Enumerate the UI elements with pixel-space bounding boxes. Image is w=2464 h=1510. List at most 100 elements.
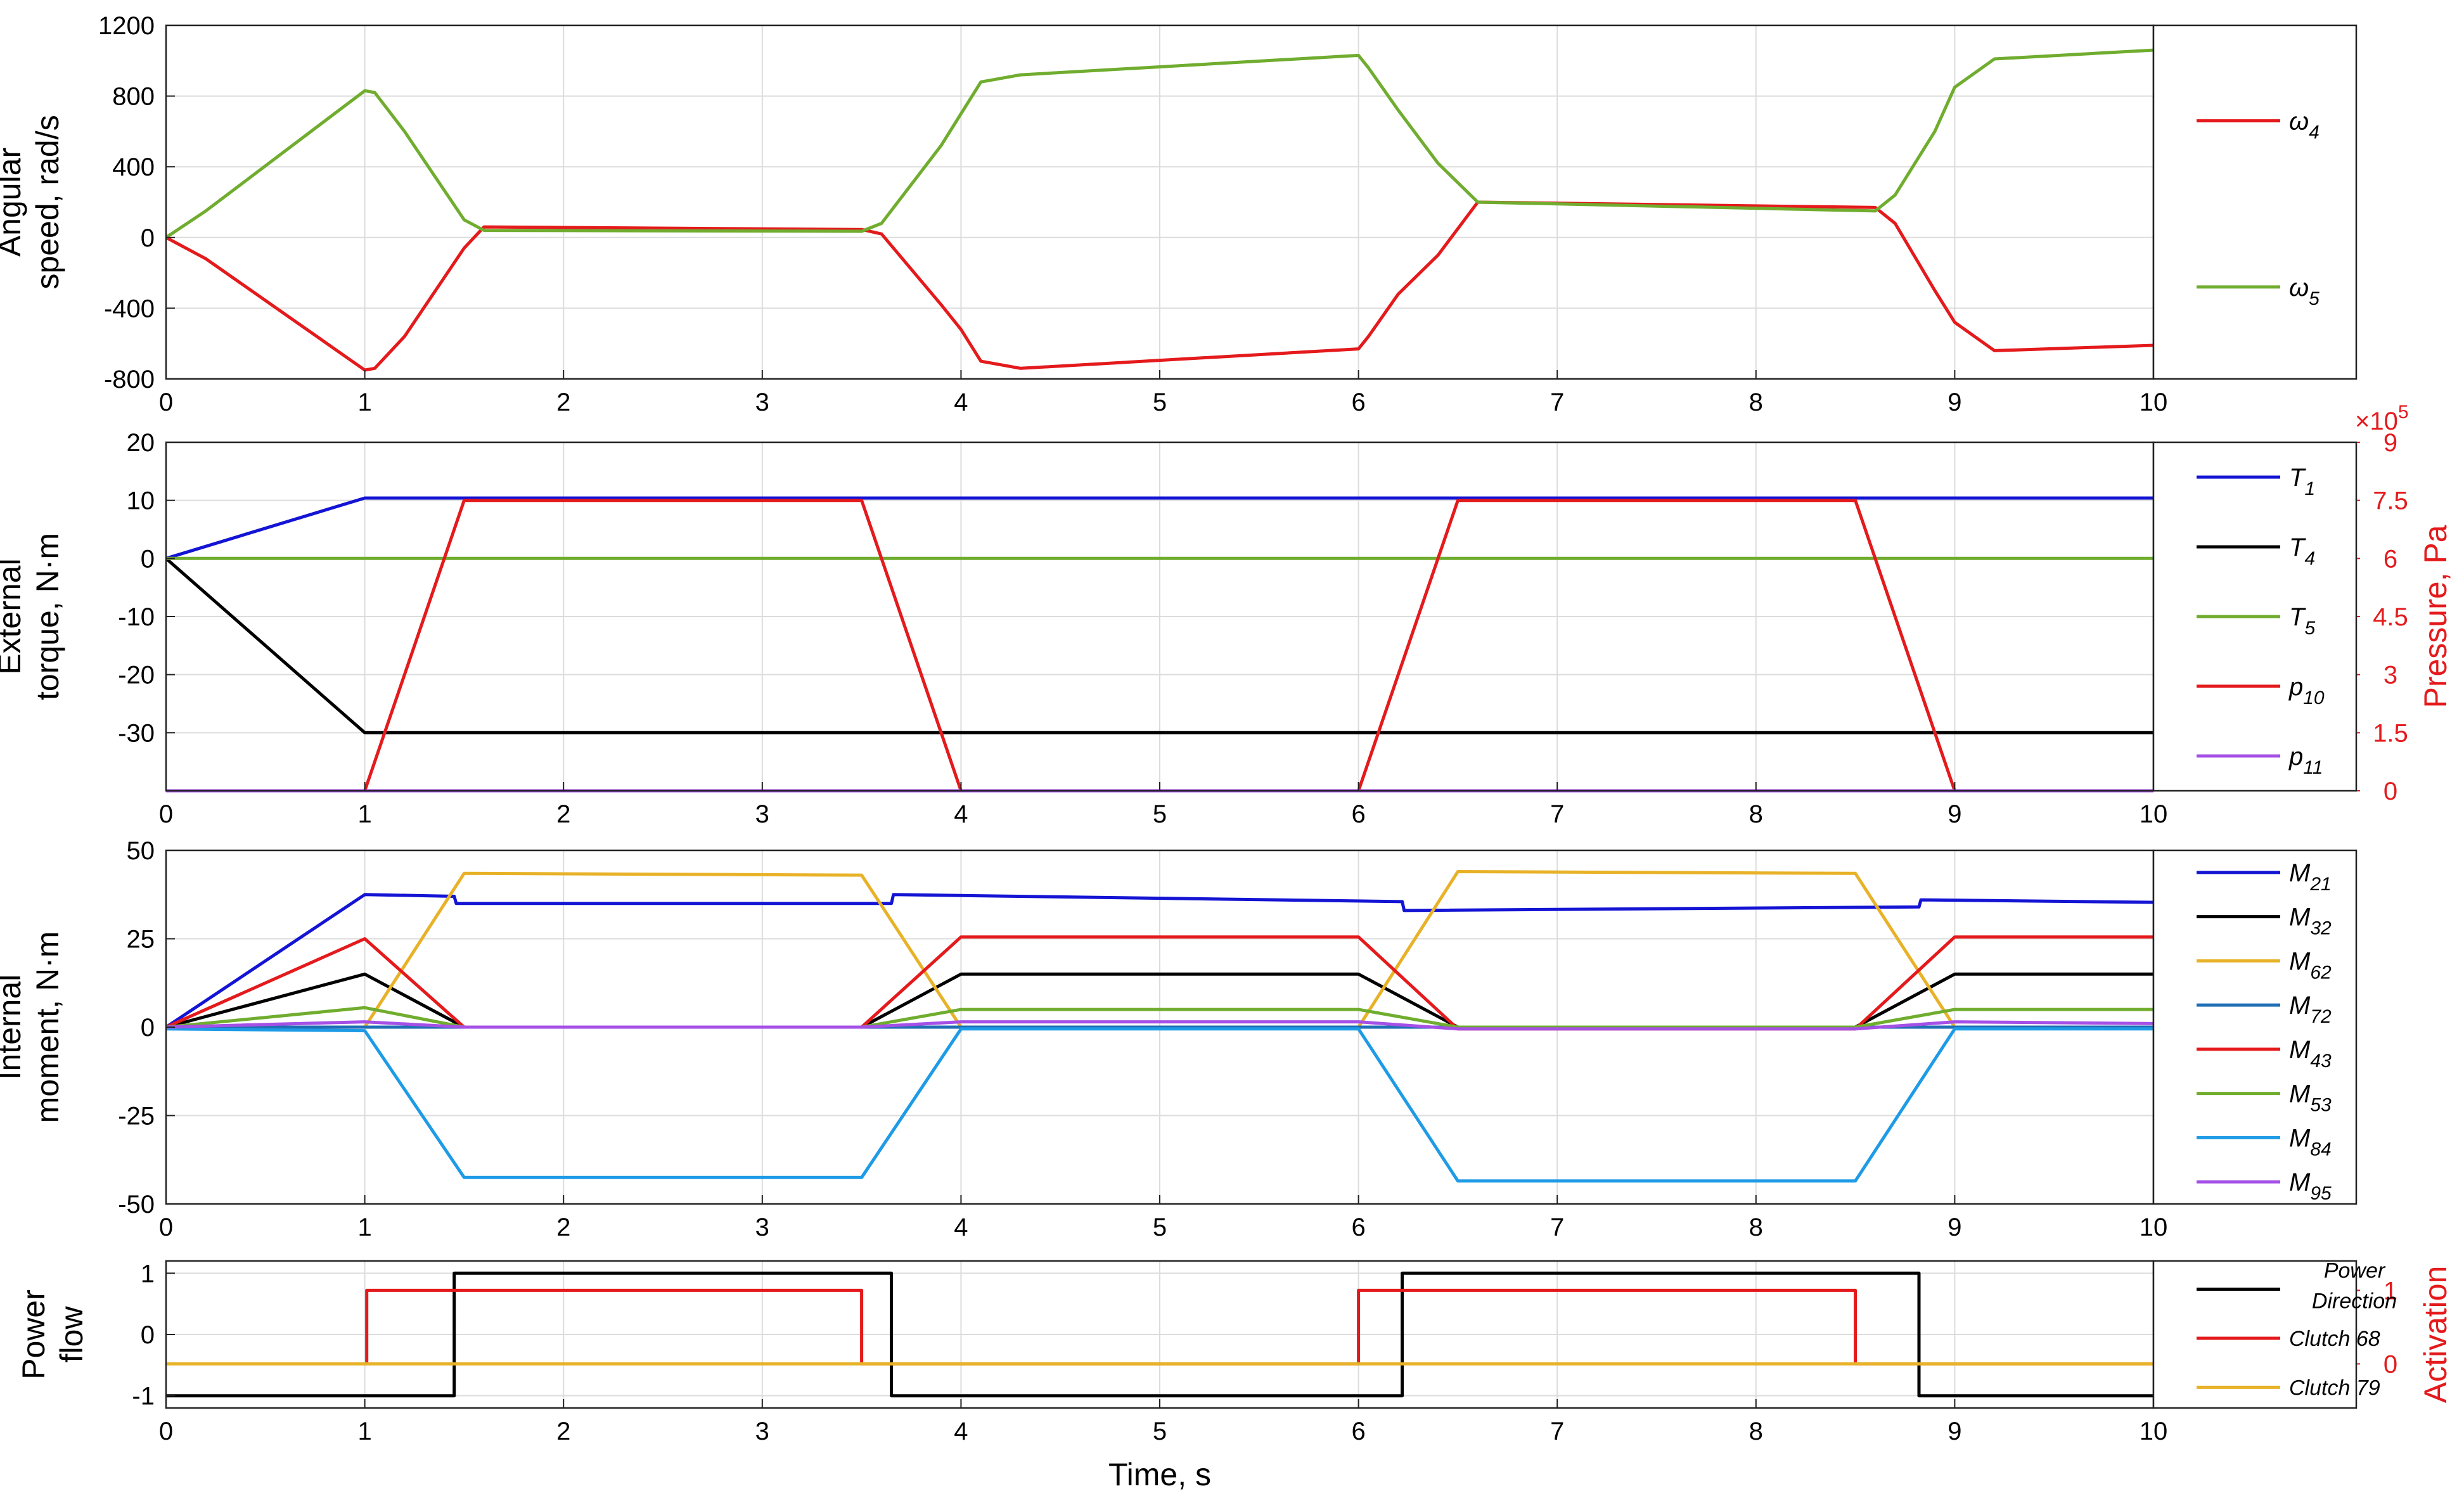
y-axis-label: Angularspeed, rad/s bbox=[0, 115, 65, 289]
y-tick-label: 0 bbox=[141, 1321, 155, 1349]
y-axis-label-line: moment, N·m bbox=[30, 931, 65, 1123]
x-tick-label: 5 bbox=[1153, 1213, 1167, 1241]
x-tick-label: 6 bbox=[1351, 1213, 1365, 1241]
legend-label-subscript: 5 bbox=[2304, 618, 2315, 639]
y-tick-label: 0 bbox=[141, 224, 155, 252]
legend-label-subscript: 53 bbox=[2310, 1095, 2332, 1116]
series-line-m43 bbox=[166, 935, 2153, 1031]
series-line-m84 bbox=[166, 1027, 2153, 1183]
y2-tick-label: 9 bbox=[2384, 429, 2397, 457]
y2-tick-label: 1.5 bbox=[2373, 719, 2408, 747]
y-tick-label: -400 bbox=[104, 295, 155, 323]
x-tick-label: 10 bbox=[2140, 388, 2168, 416]
x-tick-label: 9 bbox=[1947, 388, 1961, 416]
y2-tick-label: 0 bbox=[2384, 1350, 2397, 1378]
x-tick-label: 0 bbox=[159, 1213, 173, 1241]
y-tick-label: 0 bbox=[141, 545, 155, 573]
x-tick-label: 2 bbox=[556, 388, 570, 416]
y2-axis-label: Activation bbox=[2418, 1266, 2453, 1404]
series-line-clutch-68 bbox=[364, 1288, 2153, 1366]
y-axis-label-line: flow bbox=[54, 1306, 89, 1363]
y2-tick-label: 4.5 bbox=[2373, 603, 2408, 631]
x-axis-label: Time, s bbox=[1108, 1457, 1211, 1492]
series-line-t1 bbox=[166, 496, 2153, 560]
y-axis-label-line: Angular bbox=[0, 148, 27, 257]
x-tick-label: 8 bbox=[1749, 388, 1763, 416]
x-tick-label: 0 bbox=[159, 388, 173, 416]
legend-label-subscript: 5 bbox=[2309, 288, 2320, 309]
x-tick-label: 4 bbox=[954, 800, 968, 828]
y-tick-label: -10 bbox=[118, 603, 155, 631]
panel-1: 0 1 2 3 4 5 6 7 8 9 10 -800 -400 0 400 800 1200 Angularsp… bbox=[0, 12, 2358, 416]
y-tick-label: -1 bbox=[132, 1383, 155, 1411]
legend-box bbox=[2152, 24, 2358, 380]
legend-box bbox=[2152, 1260, 2358, 1409]
x-tick-label: 10 bbox=[2140, 1417, 2168, 1445]
legend-label-subscript: 84 bbox=[2310, 1139, 2331, 1160]
series-group bbox=[166, 870, 2153, 1183]
y-tick-label: -800 bbox=[104, 366, 155, 393]
y-axis-label: Internalmoment, N·m bbox=[0, 931, 65, 1123]
legend: Power Direction Clutch 68 Clutch 79 bbox=[2152, 1259, 2397, 1409]
x-tick-label: 4 bbox=[954, 1213, 968, 1241]
legend-label-subscript: 4 bbox=[2304, 548, 2315, 569]
x-tick-label: 10 bbox=[2140, 800, 2168, 828]
series-line--5 bbox=[166, 48, 2153, 239]
y-axis-label-line: Internal bbox=[0, 975, 27, 1080]
y2-exponent-power: 5 bbox=[2398, 402, 2409, 423]
x-tick-label: 1 bbox=[357, 1213, 371, 1241]
legend-label: Clutch 79 bbox=[2289, 1376, 2380, 1400]
series-group bbox=[166, 1271, 2153, 1398]
y-tick-label: 25 bbox=[127, 926, 155, 954]
legend-label-subscript: 32 bbox=[2310, 918, 2332, 939]
y-tick-label: -30 bbox=[118, 719, 155, 747]
x-tick-label: 9 bbox=[1947, 800, 1961, 828]
y-tick-label: 800 bbox=[112, 83, 155, 111]
x-tick-label: 1 bbox=[357, 800, 371, 828]
x-tick-label: 6 bbox=[1351, 1417, 1365, 1445]
series-line--4 bbox=[166, 200, 2153, 372]
series-line-t4 bbox=[166, 557, 2153, 734]
y2-tick-label: 7.5 bbox=[2373, 487, 2408, 515]
legend-label-subscript: 95 bbox=[2310, 1183, 2332, 1204]
legend-item: Clutch 68 bbox=[2197, 1327, 2380, 1351]
grid bbox=[166, 442, 2153, 791]
legend-label: Clutch 68 bbox=[2289, 1327, 2380, 1351]
x-tick-label: 8 bbox=[1749, 800, 1763, 828]
x-tick-label: 2 bbox=[556, 1417, 570, 1445]
legend-label-subscript: 11 bbox=[2303, 757, 2323, 778]
x-tick-label: 1 bbox=[357, 388, 371, 416]
y-tick-label: -50 bbox=[118, 1191, 155, 1219]
legend-label-subscript: 21 bbox=[2309, 874, 2331, 895]
x-tick-label: 3 bbox=[755, 1417, 769, 1445]
y-axis-label: Externaltorque, N·m bbox=[0, 533, 65, 700]
legend-label-subscript: 62 bbox=[2310, 962, 2332, 983]
x-tick-label: 3 bbox=[755, 800, 769, 828]
x-tick-label: 4 bbox=[954, 1417, 968, 1445]
x-tick-label: 7 bbox=[1550, 1417, 1564, 1445]
x-tick-label: 7 bbox=[1550, 800, 1564, 828]
y-axis-label-line: speed, rad/s bbox=[30, 115, 65, 289]
legend-item: T5 bbox=[2197, 603, 2315, 639]
y-tick-label: 50 bbox=[127, 837, 155, 865]
series-line-m21 bbox=[166, 893, 2153, 1029]
series-group bbox=[166, 48, 2153, 372]
series-line-m32 bbox=[166, 972, 2153, 1029]
y-tick-label: 10 bbox=[127, 487, 155, 515]
x-tick-label: 9 bbox=[1947, 1417, 1961, 1445]
x-tick-label: 7 bbox=[1550, 1213, 1564, 1241]
legend-label-subscript: 1 bbox=[2304, 478, 2315, 499]
y-tick-label: -20 bbox=[118, 662, 155, 689]
y2-tick-label: 6 bbox=[2384, 545, 2397, 573]
x-tick-label: 7 bbox=[1550, 388, 1564, 416]
x-tick-label: 8 bbox=[1749, 1417, 1763, 1445]
y2-axis-label: Pressure, Pa bbox=[2418, 525, 2453, 708]
y-tick-label: 0 bbox=[141, 1014, 155, 1042]
x-tick-label: 5 bbox=[1153, 1417, 1167, 1445]
x-tick-label: 2 bbox=[556, 1213, 570, 1241]
grid bbox=[166, 25, 2153, 379]
